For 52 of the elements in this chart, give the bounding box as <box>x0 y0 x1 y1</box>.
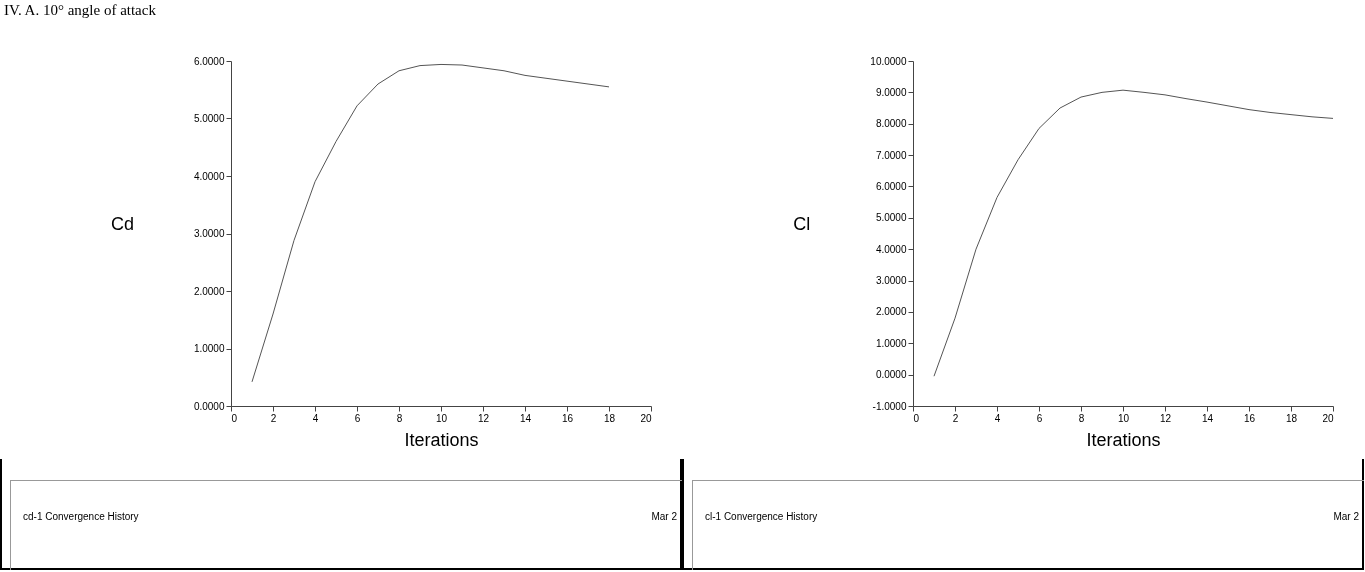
x-tick-label: 16 <box>1243 412 1256 424</box>
y-tick-label: 5.0000 <box>193 113 225 124</box>
x-tick-label: 12 <box>477 412 490 424</box>
x-tick-label: 20 <box>1322 412 1334 424</box>
x-tick-label: 10 <box>1117 412 1130 424</box>
line-series <box>933 89 1333 377</box>
y-tick-label: 10.0000 <box>870 55 907 67</box>
text: cd-1 Convergence History <box>23 511 139 522</box>
y-tick-label: 0.0000 <box>193 400 225 412</box>
y-tick-label: 6.0000 <box>193 55 225 67</box>
y-tick-label: 7.0000 <box>875 149 907 161</box>
x-tick-label: 20 <box>640 412 652 424</box>
y-tick-label: 2.0000 <box>193 285 225 297</box>
y-tick-label: 1.0000 <box>875 337 907 349</box>
y-tick-label: 0.0000 <box>875 369 907 381</box>
y-tick-label: 2.0000 <box>875 306 907 318</box>
x-tick-label: 2 <box>270 412 277 424</box>
text: IV. A. 10° angle of attack <box>3 1 157 20</box>
x-tick-label: 8 <box>396 412 403 424</box>
text: Mar 2 <box>1333 511 1359 522</box>
x-tick-label: 0 <box>913 412 920 424</box>
x-tick-label: 18 <box>1285 412 1298 424</box>
y-axis-title: Cl <box>793 214 811 234</box>
text: Mar 2 <box>651 511 677 522</box>
x-tick-label: 8 <box>1078 412 1085 424</box>
x-tick-label: 4 <box>994 412 1001 424</box>
x-tick-label: 14 <box>519 412 532 424</box>
x-tick-label: 4 <box>312 412 319 424</box>
y-axis-title: Cd <box>110 214 134 234</box>
y-tick-label: 4.0000 <box>875 243 907 255</box>
x-tick-label: 18 <box>603 412 616 424</box>
y-tick-label: -1.0000 <box>872 400 907 412</box>
x-tick-label: 6 <box>1036 412 1043 424</box>
y-tick-label: 9.0000 <box>875 86 907 98</box>
y-tick-label: 6.0000 <box>875 180 907 192</box>
text: cl-1 Convergence History <box>705 511 818 522</box>
x-tick-label: 16 <box>561 412 574 424</box>
x-axis-title: Iterations <box>404 429 479 450</box>
x-tick-label: 10 <box>435 412 448 424</box>
y-tick-label: 5.0000 <box>875 212 907 224</box>
x-axis-title: Iterations <box>1086 429 1161 450</box>
x-tick-label: 2 <box>952 412 959 424</box>
x-tick-label: 12 <box>1159 412 1172 424</box>
x-tick-label: 0 <box>231 412 238 424</box>
y-tick-label: 3.0000 <box>875 275 907 287</box>
y-tick-label: 8.0000 <box>875 118 907 130</box>
line-series <box>251 63 610 383</box>
x-tick-label: 14 <box>1201 412 1214 424</box>
y-tick-label: 1.0000 <box>193 343 225 354</box>
x-tick-label: 6 <box>354 412 361 424</box>
y-tick-label: 4.0000 <box>193 170 225 182</box>
y-tick-label: 3.0000 <box>193 228 225 239</box>
